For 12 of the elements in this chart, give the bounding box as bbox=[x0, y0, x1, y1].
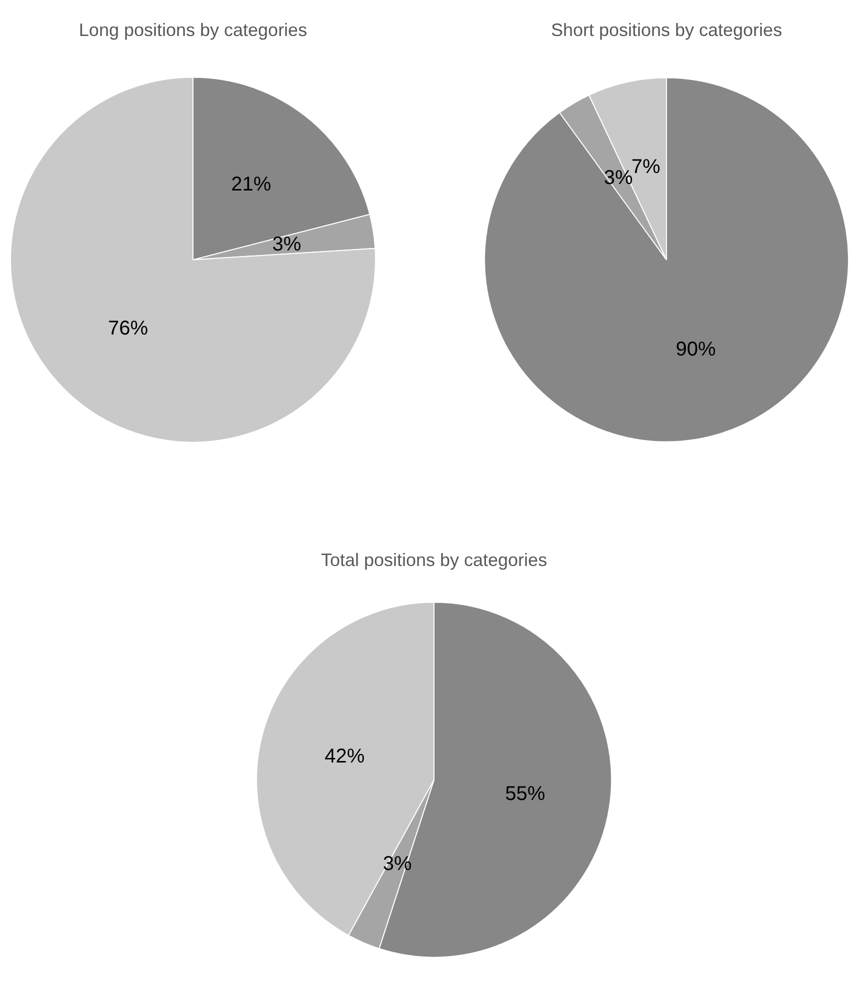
data-label: 3% bbox=[382, 853, 412, 876]
chart-title: Short positions by categories bbox=[550, 20, 782, 40]
data-label: 90% bbox=[676, 338, 716, 360]
data-label: 21% bbox=[231, 173, 272, 196]
data-label: 76% bbox=[108, 317, 148, 340]
data-label: 42% bbox=[324, 745, 365, 768]
chart-title: Total positions by categories bbox=[320, 550, 548, 570]
chart-title: Long positions by categories bbox=[78, 20, 308, 40]
data-label: 3% bbox=[272, 233, 302, 256]
data-label: 7% bbox=[631, 156, 661, 178]
data-label: 3% bbox=[604, 166, 633, 189]
data-label: 55% bbox=[505, 782, 546, 805]
